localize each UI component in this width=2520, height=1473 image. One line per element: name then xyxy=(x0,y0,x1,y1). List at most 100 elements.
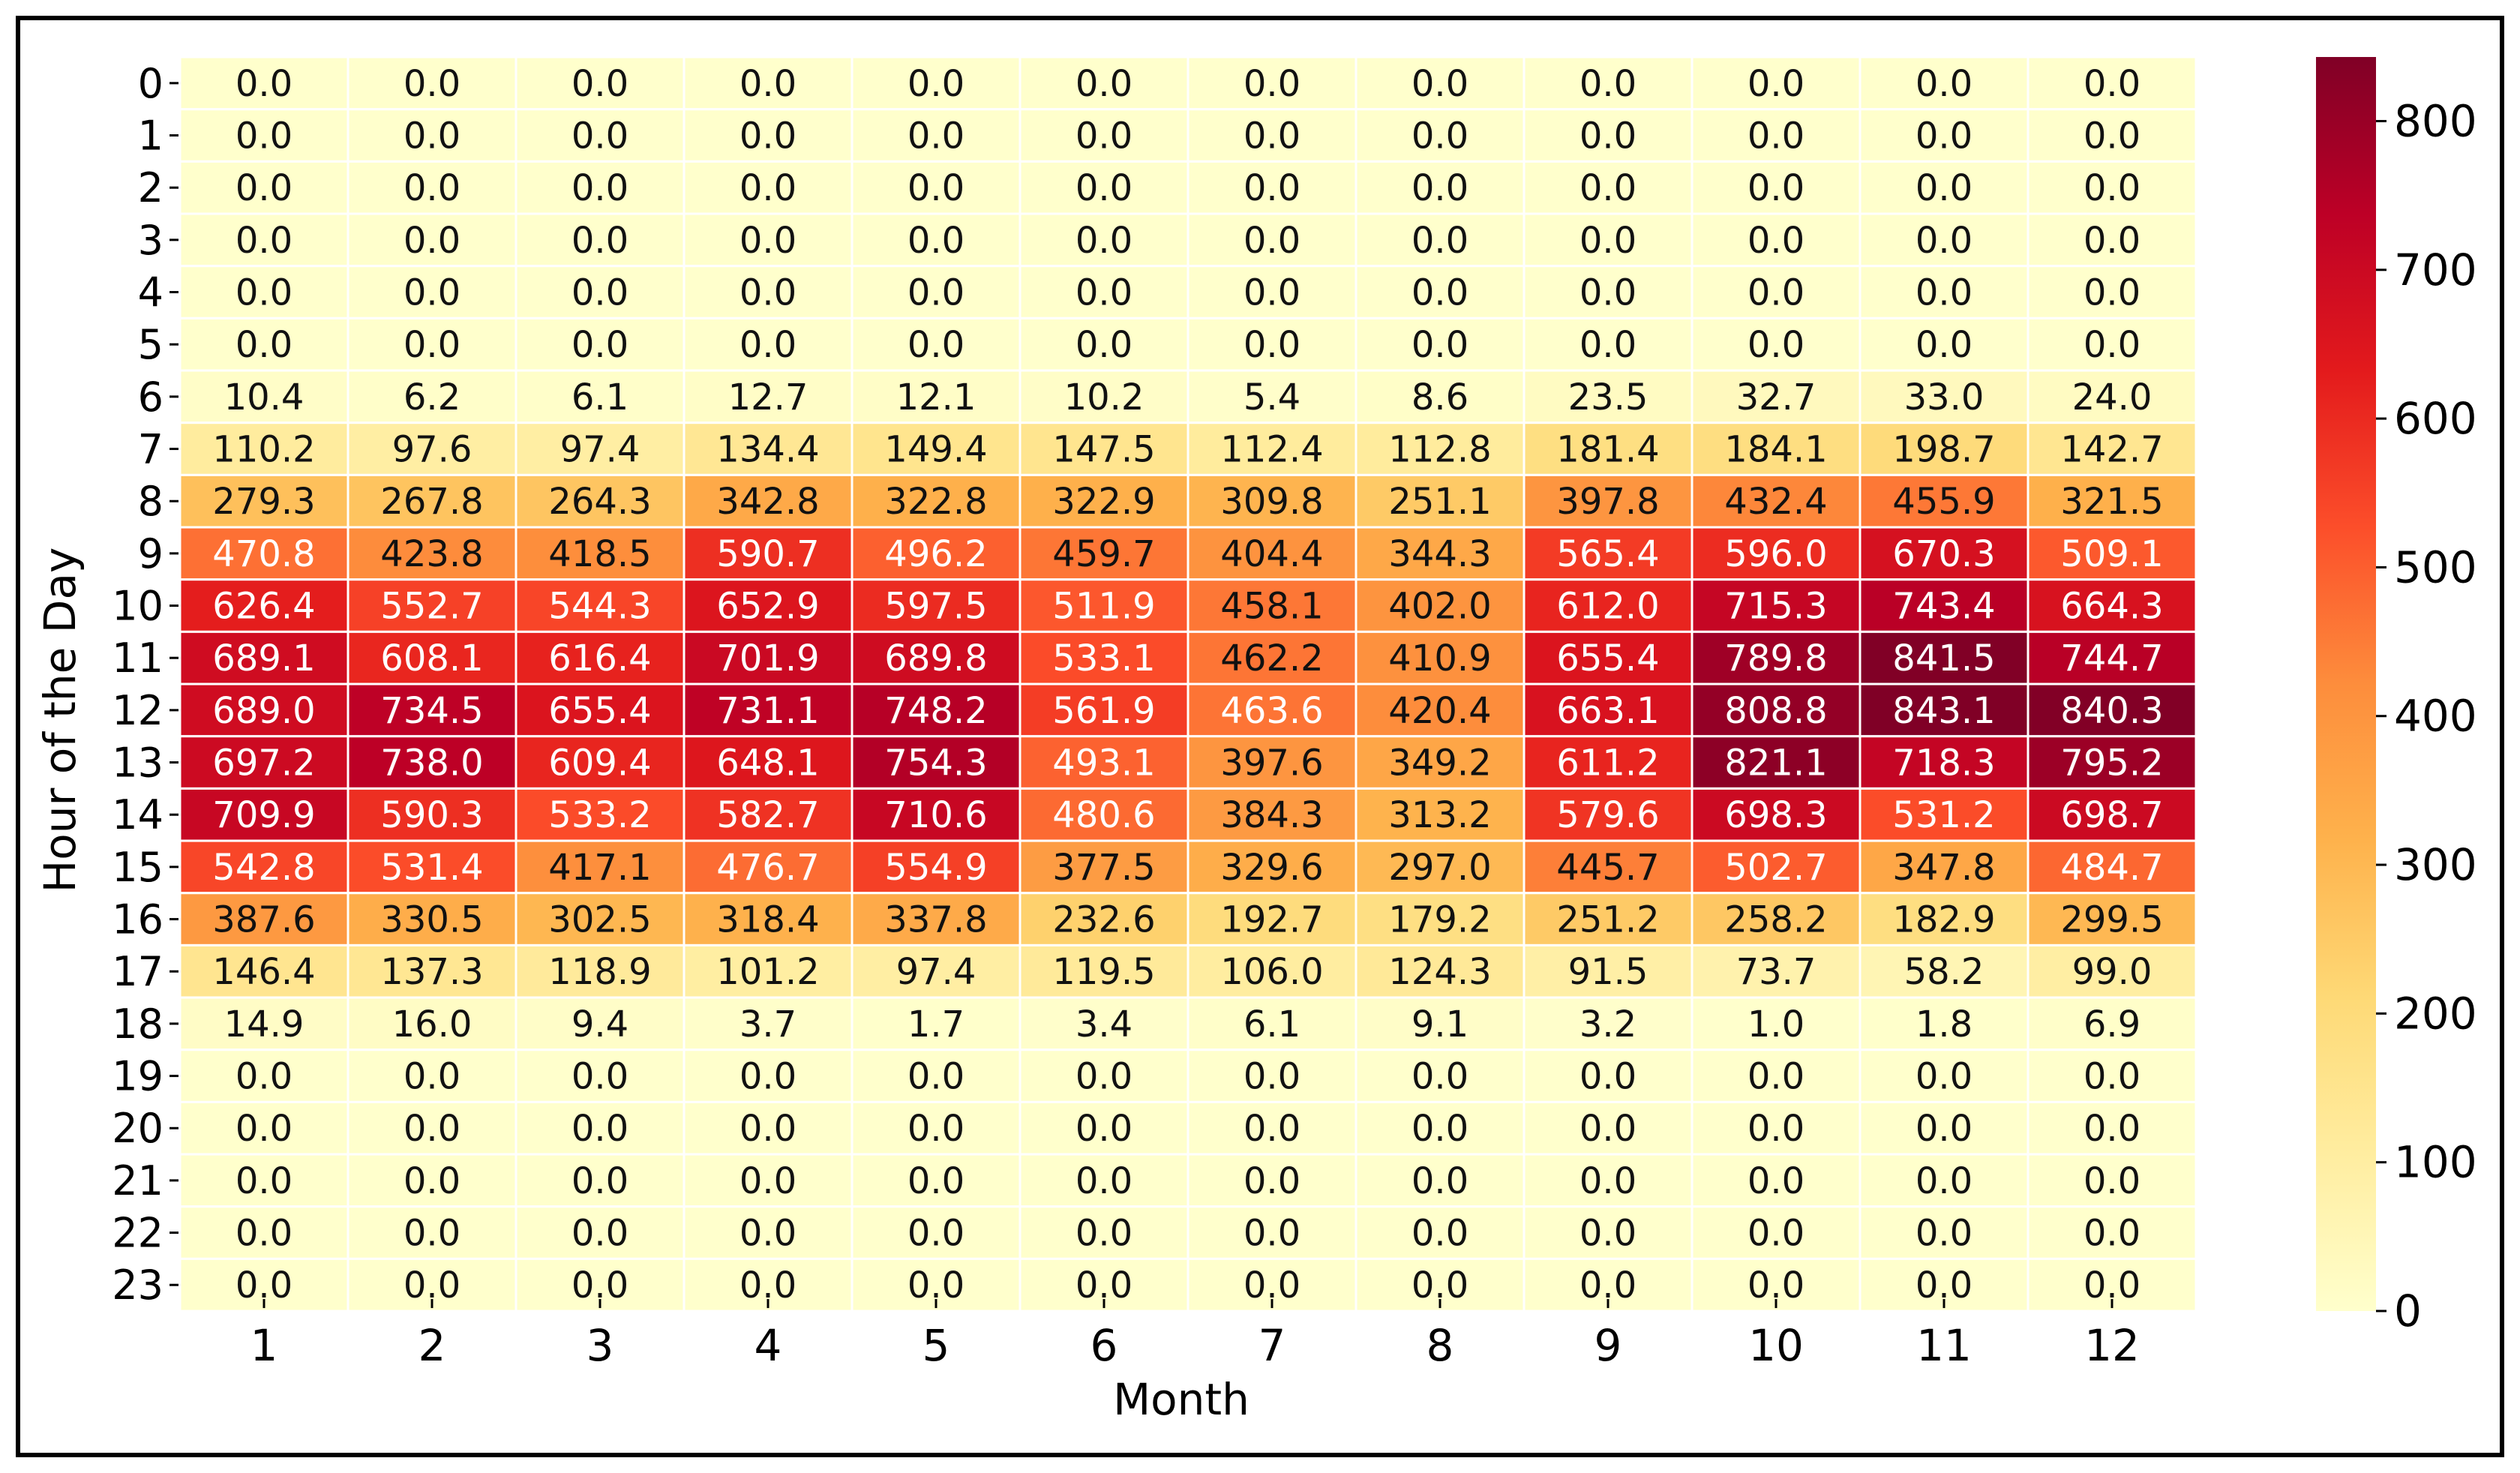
cell-value-label: 0.0 xyxy=(1748,220,1804,262)
heatmap-cell xyxy=(178,369,350,424)
cell-value-label: 744.7 xyxy=(2060,638,2163,680)
cell-value-label: 0.0 xyxy=(908,220,964,262)
colorbar xyxy=(2316,57,2376,1311)
heatmap-cell xyxy=(1858,160,2030,215)
cell-value-label: 106.0 xyxy=(1220,951,1323,993)
heatmap-cell xyxy=(850,944,1022,999)
cell-value-label: 267.8 xyxy=(380,481,483,523)
heatmap-cell xyxy=(1018,630,1190,686)
cell-value-label: 91.5 xyxy=(1568,951,1648,993)
heatmap-cell xyxy=(850,578,1022,633)
y-tick-label: 16 xyxy=(112,896,164,944)
heatmap-cell xyxy=(1858,682,2030,738)
cell-value-label: 670.3 xyxy=(1892,533,1995,575)
x-tick-label: 6 xyxy=(1090,1320,1118,1371)
cell-value-label: 0.0 xyxy=(1244,272,1300,314)
cell-value-label: 511.9 xyxy=(1052,586,1155,628)
heatmap-cell xyxy=(2026,1048,2198,1103)
cell-value-label: 0.0 xyxy=(908,1213,964,1255)
cell-value-label: 0.0 xyxy=(2084,1056,2140,1098)
cell-value-label: 0.0 xyxy=(1076,1213,1132,1255)
cell-value-label: 718.3 xyxy=(1892,742,1995,784)
cell-value-label: 0.0 xyxy=(236,272,292,314)
cell-value-label: 0.0 xyxy=(1412,1056,1468,1098)
cell-value-label: 110.2 xyxy=(212,429,315,471)
cell-value-label: 542.8 xyxy=(212,847,315,889)
heatmap-cell xyxy=(346,369,518,424)
cell-value-label: 843.1 xyxy=(1892,690,1995,732)
cell-value-label: 302.5 xyxy=(548,899,651,941)
heatmap-cell xyxy=(346,265,518,320)
cell-value-label: 0.0 xyxy=(740,63,796,105)
cell-value-label: 0.0 xyxy=(1916,1213,1972,1255)
heatmap-cell xyxy=(1690,787,1862,842)
cell-value-label: 329.6 xyxy=(1220,847,1323,889)
heatmap-cell xyxy=(178,996,350,1052)
heatmap-cell xyxy=(682,1153,854,1208)
heatmap-cell xyxy=(682,422,854,476)
heatmap-cell xyxy=(1858,369,2030,424)
colorbar-tick-label: 800 xyxy=(2394,95,2477,146)
cell-value-label: 0.0 xyxy=(908,167,964,209)
cell-value-label: 0.0 xyxy=(1748,116,1804,158)
heatmap-cell xyxy=(682,682,854,738)
y-axis-label: Hour of the Day xyxy=(34,548,86,893)
cell-value-label: 710.6 xyxy=(884,794,987,836)
cell-value-label: 423.8 xyxy=(380,533,483,575)
cell-value-label: 0.0 xyxy=(1412,324,1468,366)
heatmap-cell xyxy=(514,316,686,372)
heatmap-cell xyxy=(1186,1048,1358,1103)
cell-value-label: 0.0 xyxy=(2084,220,2140,262)
heatmap-cell xyxy=(1354,108,1526,163)
heatmap-cell xyxy=(1018,369,1190,424)
cell-value-label: 496.2 xyxy=(884,533,987,575)
cell-value-label: 251.1 xyxy=(1388,481,1491,523)
cell-value-label: 5.4 xyxy=(1244,376,1300,418)
cell-value-label: 0.0 xyxy=(2084,324,2140,366)
cell-value-label: 533.2 xyxy=(548,794,651,836)
heatmap-cell xyxy=(850,212,1022,268)
cell-value-label: 0.0 xyxy=(1412,220,1468,262)
heatmap-cell xyxy=(514,735,686,790)
heatmap-cell xyxy=(1186,578,1358,633)
cell-value-label: 0.0 xyxy=(908,324,964,366)
cell-value-label: 502.7 xyxy=(1724,847,1827,889)
cell-value-label: 463.6 xyxy=(1220,690,1323,732)
heatmap-cell xyxy=(850,682,1022,738)
heatmap-cell xyxy=(850,996,1022,1052)
cell-value-label: 322.8 xyxy=(884,481,987,523)
y-tick-label: 1 xyxy=(138,112,164,160)
heatmap-cell xyxy=(682,1205,854,1260)
y-tick-label: 22 xyxy=(112,1210,164,1257)
cell-value-label: 347.8 xyxy=(1892,847,1995,889)
cell-value-label: 404.4 xyxy=(1220,533,1323,575)
cell-value-label: 24.0 xyxy=(2072,376,2152,418)
heatmap-cell xyxy=(1522,892,1694,946)
cell-value-label: 33.0 xyxy=(1904,376,1984,418)
cell-value-label: 309.8 xyxy=(1220,481,1323,523)
y-tick-label: 13 xyxy=(112,740,164,787)
heatmap-cell xyxy=(1354,212,1526,268)
y-tick-label: 20 xyxy=(112,1105,164,1152)
heatmap-cell xyxy=(1186,787,1358,842)
heatmap-cell xyxy=(346,160,518,215)
heatmap-cell xyxy=(1186,108,1358,163)
cell-value-label: 342.8 xyxy=(716,481,819,523)
cell-value-label: 198.7 xyxy=(1892,429,1995,471)
heatmap-cell xyxy=(178,630,350,686)
cell-value-label: 608.1 xyxy=(380,638,483,680)
heatmap-cell xyxy=(2026,160,2198,215)
cell-value-label: 715.3 xyxy=(1724,586,1827,628)
heatmap-cell xyxy=(1018,265,1190,320)
heatmap-cell xyxy=(1690,108,1862,163)
cell-value-label: 0.0 xyxy=(1580,63,1636,105)
heatmap-cell xyxy=(514,108,686,163)
cell-value-label: 0.0 xyxy=(1076,220,1132,262)
cell-value-label: 182.9 xyxy=(1892,899,1995,941)
cell-value-label: 377.5 xyxy=(1052,847,1155,889)
heatmap-cell xyxy=(1858,944,2030,999)
cell-value-label: 0.0 xyxy=(1412,1213,1468,1255)
cell-value-label: 184.1 xyxy=(1724,429,1827,471)
heatmap-cell xyxy=(178,1048,350,1103)
